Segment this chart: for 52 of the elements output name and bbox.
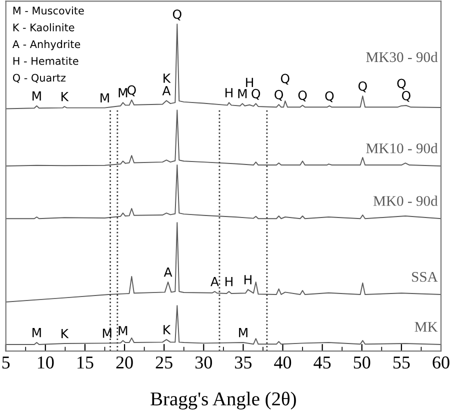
x-tick-label: 50 [354,356,370,369]
annotation: A [164,268,172,277]
series-label: SSA [412,272,438,282]
annotation: A - Anhydrite [12,40,80,50]
x-tick-label: 40 [274,356,292,369]
annotation: Q [127,85,136,96]
annotation: Q [397,78,406,90]
annotation: K [164,325,171,334]
annotation: H - Hematite [13,56,78,65]
annotation: Q [280,74,290,85]
x-tick-label: 35 [235,356,252,369]
x-tick-label: 25 [156,356,172,369]
annotation: K - Kaolinite [13,23,74,32]
annotation: K [164,74,171,83]
series-label: MK10 - 90d [366,143,438,154]
annotation: Q [252,88,260,100]
x-axis-title: Bragg's Angle (2θ) [150,392,296,410]
series-label: MK [414,322,438,332]
annotation: K [62,329,69,338]
x-tick-label: 55 [393,356,410,369]
x-tick-label: 20 [116,356,133,369]
annotation: A [162,86,171,96]
annotation: M [239,328,248,338]
annotation: M [238,89,247,98]
annotation: M [32,91,41,100]
annotation: M [32,328,41,338]
annotation: Q [325,91,334,102]
annotation: M [102,328,112,338]
x-tick-label: 15 [78,356,94,369]
x-tick-label: 45 [314,356,331,369]
annotation: A [210,277,219,286]
annotation: Q [274,90,284,101]
x-tick-label: 5 [2,356,10,369]
x-tick-label: 30 [195,356,212,369]
text: M - Muscovite [13,6,84,15]
annotation: M [118,326,128,336]
annotation: Q - Quartz [12,74,66,83]
x-tick-label: 60 [432,356,450,369]
annotation: H [225,88,232,98]
series-label: MK0 - 90d [373,196,438,206]
x-tick-label: 10 [38,356,54,369]
annotation: Q [172,9,182,20]
annotation: Q [402,90,410,102]
annotation: H [246,78,254,87]
annotation: K [62,92,69,102]
annotation: Q [298,90,307,102]
text: MK30 - 90d [366,52,438,62]
annotation: M [118,88,128,98]
annotation: H [225,277,232,286]
annotation: Q [358,81,367,92]
annotation: M [100,93,109,102]
annotation: H [244,275,252,284]
